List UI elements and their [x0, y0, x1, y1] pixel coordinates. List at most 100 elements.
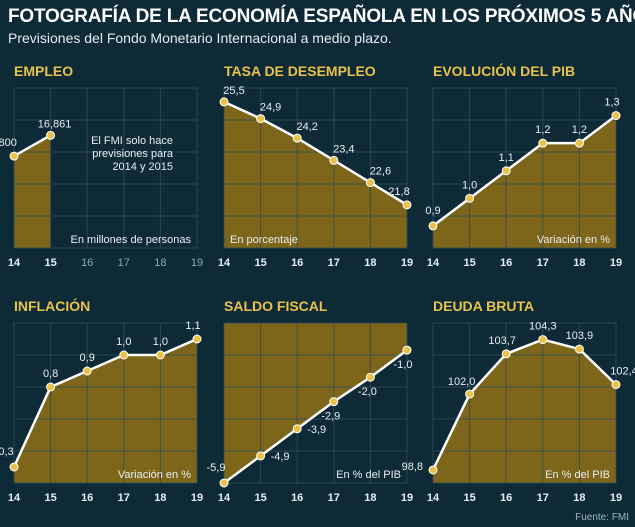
area-fill: [433, 339, 616, 483]
x-tick-label: 19: [401, 257, 413, 269]
data-label: 0,9: [425, 205, 440, 217]
data-point: [574, 344, 584, 354]
data-label: 103,9: [566, 330, 594, 342]
unit-annotation: En porcentaje: [230, 234, 298, 246]
chart-panel-5: DEUDA BRUTA 98,8 102,0 103,7 104,3 103,9 102,4…: [402, 298, 635, 504]
data-point: [9, 151, 19, 161]
x-tick-label: 17: [118, 492, 130, 504]
data-label: 1,0: [462, 179, 477, 191]
x-tick-label: 14: [218, 492, 231, 504]
data-label: 0,8: [43, 368, 58, 380]
x-tick-label: 17: [328, 257, 340, 269]
chart-panel-1: TASA DE DESEMPLEO 25,5 24,9 24,2 23,4 22,6 21,…: [218, 63, 413, 269]
data-label: -2,0: [358, 386, 377, 398]
x-tick-label: 17: [118, 257, 130, 269]
data-label: 22,6: [370, 166, 391, 178]
x-tick-label: 19: [191, 492, 203, 504]
data-point: [402, 345, 412, 355]
x-tick-label: 14: [8, 257, 21, 269]
x-tick-label: 17: [537, 492, 549, 504]
data-label: 25,5: [223, 85, 244, 97]
data-point: [365, 372, 375, 382]
area-fill: [14, 135, 51, 248]
data-point: [256, 114, 266, 124]
x-tick-label: 18: [573, 257, 585, 269]
x-tick-label: 16: [500, 492, 512, 504]
data-point: [611, 111, 621, 121]
subtitle: Previsiones del Fondo Monetario Internac…: [8, 30, 392, 46]
data-point: [119, 350, 129, 360]
x-tick-label: 14: [218, 257, 231, 269]
data-label: 1,1: [185, 320, 200, 332]
data-label: -5,9: [207, 462, 226, 474]
chart-title: TASA DE DESEMPLEO: [224, 63, 376, 79]
data-point: [329, 397, 339, 407]
chart-panel-2: EVOLUCIÓN DEL PIB 0,9 1,0 1,1 1,2 1,2 1,3 14 15 1…: [425, 62, 622, 269]
data-point: [428, 465, 438, 475]
data-label: 24,9: [260, 102, 281, 114]
area-fill: [224, 101, 407, 248]
data-point: [501, 166, 511, 176]
data-label: 16,861: [38, 118, 72, 130]
data-point: [219, 97, 229, 107]
chart-panel-3: INFLACIÓN 0,3 0,8 0,9 1,0 1,0 1,1 14 15 16 17 18 19V…: [0, 297, 203, 504]
x-tick-label: 16: [500, 257, 512, 269]
data-label: -1,0: [394, 359, 413, 371]
chart-title: EVOLUCIÓN DEL PIB: [433, 62, 575, 79]
area-fill: [224, 323, 407, 483]
data-point: [155, 350, 165, 360]
data-point: [465, 193, 475, 203]
data-point: [428, 221, 438, 231]
data-label: -3,9: [307, 424, 326, 436]
data-point: [611, 380, 621, 390]
series-line: [432, 114, 617, 227]
chart-title: DEUDA BRUTA: [433, 298, 534, 314]
data-label: 103,7: [488, 335, 516, 347]
data-label: 98,8: [402, 461, 423, 473]
data-label: 0,3: [0, 446, 14, 458]
data-label: 1,0: [153, 336, 168, 348]
data-point: [256, 451, 266, 461]
data-point: [192, 334, 202, 344]
data-point: [538, 335, 548, 345]
data-label: 16,800: [0, 137, 17, 149]
x-tick-label: 15: [463, 492, 475, 504]
data-label: 21,8: [388, 186, 409, 198]
x-tick-label: 16: [291, 492, 303, 504]
x-tick-label: 15: [254, 492, 266, 504]
data-point: [538, 138, 548, 148]
forecast-note: 2014 y 2015: [112, 161, 173, 173]
data-label: 1,2: [572, 124, 587, 136]
x-tick-label: 15: [44, 257, 56, 269]
data-label: 0,9: [80, 352, 95, 364]
data-label: 1,3: [604, 97, 619, 109]
data-point: [82, 366, 92, 376]
series-line: [13, 134, 52, 158]
x-tick-label: 15: [254, 257, 266, 269]
series-line: [223, 100, 408, 206]
unit-annotation: En % del PIB: [336, 469, 401, 481]
data-label: 102,0: [448, 376, 476, 388]
forecast-note: El FMI solo hace: [91, 135, 173, 147]
data-label: 104,3: [529, 321, 557, 333]
data-label: 1,1: [499, 152, 514, 164]
x-tick-label: 14: [8, 492, 21, 504]
data-label: 1,2: [535, 124, 550, 136]
data-label: -2,9: [321, 411, 340, 423]
unit-annotation: En % del PIB: [545, 469, 610, 481]
x-tick-label: 16: [81, 257, 93, 269]
forecast-note: previsiones para: [92, 148, 174, 160]
area-fill: [14, 339, 197, 483]
data-point: [292, 424, 302, 434]
data-point: [9, 462, 19, 472]
x-tick-label: 15: [463, 257, 475, 269]
unit-annotation: Variación en %: [537, 234, 610, 246]
series-line: [431, 338, 617, 471]
data-label: 24,2: [296, 121, 317, 133]
x-tick-label: 17: [537, 257, 549, 269]
x-tick-label: 14: [427, 492, 440, 504]
chart-title: INFLACIÓN: [14, 297, 90, 314]
data-point: [501, 349, 511, 359]
x-tick-label: 16: [81, 492, 93, 504]
